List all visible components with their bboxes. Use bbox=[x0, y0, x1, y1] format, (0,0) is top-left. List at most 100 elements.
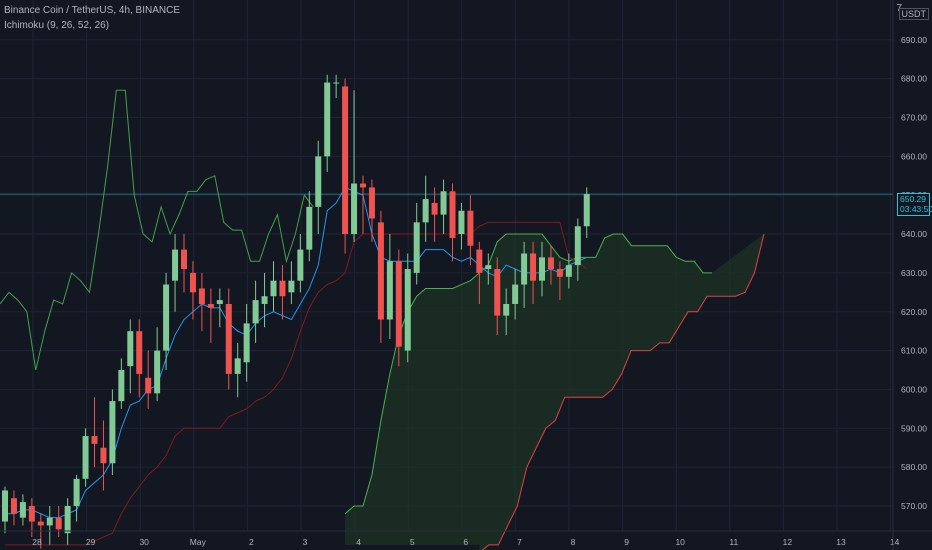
symbol-title[interactable]: Binance Coin / TetherUS, 4h, BINANCE bbox=[4, 5, 181, 16]
x-tick-label: 12 bbox=[783, 537, 793, 547]
candle bbox=[145, 350, 152, 409]
candle bbox=[360, 175, 366, 235]
candle bbox=[413, 202, 420, 285]
candle-body bbox=[521, 253, 528, 285]
candle-body bbox=[404, 269, 411, 351]
candle bbox=[91, 397, 98, 468]
candle bbox=[261, 272, 268, 328]
candle-body bbox=[189, 272, 196, 293]
candle-body bbox=[118, 370, 125, 402]
candle bbox=[386, 234, 393, 339]
candle-body bbox=[64, 506, 71, 534]
candle bbox=[64, 498, 71, 545]
x-tick-label: 2 bbox=[249, 537, 254, 547]
candles bbox=[2, 74, 590, 549]
x-tick-label: 28 bbox=[32, 537, 42, 547]
candle bbox=[306, 191, 313, 262]
candle bbox=[46, 506, 53, 545]
candle bbox=[512, 269, 519, 320]
candle bbox=[297, 234, 304, 293]
candle-body bbox=[288, 280, 295, 293]
candle bbox=[574, 218, 581, 281]
candle bbox=[225, 288, 232, 390]
candle-body bbox=[10, 498, 17, 514]
candle-body bbox=[342, 86, 349, 235]
candle-body bbox=[109, 401, 116, 464]
candle bbox=[100, 420, 107, 491]
candle-body bbox=[476, 249, 483, 273]
candle bbox=[351, 90, 358, 242]
candle bbox=[118, 358, 125, 409]
candle bbox=[476, 241, 483, 304]
candle-body bbox=[440, 191, 447, 215]
x-tick-label: 4 bbox=[356, 537, 361, 547]
conversion-line bbox=[5, 186, 587, 519]
candle bbox=[395, 249, 402, 367]
candle-body bbox=[243, 323, 250, 363]
candle-body bbox=[431, 202, 438, 215]
candle-body bbox=[360, 183, 366, 188]
x-tick-label: May bbox=[190, 537, 207, 547]
candle-body bbox=[270, 280, 277, 297]
y-tick-label: 570.00 bbox=[901, 501, 927, 511]
candle-body bbox=[574, 226, 581, 266]
candle-body bbox=[2, 490, 8, 522]
y-tick-label: 620.00 bbox=[901, 307, 927, 317]
candle-body bbox=[225, 303, 232, 374]
candle-body bbox=[422, 199, 429, 223]
candle bbox=[377, 210, 384, 343]
candle bbox=[368, 179, 375, 242]
candle-body bbox=[154, 350, 161, 394]
candle-body bbox=[127, 331, 134, 367]
x-tick-label: 10 bbox=[675, 537, 685, 547]
candle-body bbox=[279, 280, 286, 297]
candle bbox=[243, 303, 250, 382]
candle-body bbox=[82, 436, 89, 479]
x-tick-label: 14 bbox=[890, 537, 900, 547]
x-tick-label: 13 bbox=[836, 537, 846, 547]
x-tick-label: 11 bbox=[729, 537, 738, 547]
candle-body bbox=[46, 517, 53, 526]
candle-body bbox=[556, 269, 563, 277]
candle-body bbox=[530, 253, 537, 281]
indicator-legend[interactable]: Ichimoku (9, 26, 52, 26) bbox=[4, 20, 110, 31]
candle bbox=[422, 175, 429, 242]
candle-body bbox=[413, 222, 420, 273]
candle-body bbox=[261, 296, 268, 304]
candle bbox=[234, 342, 241, 398]
currency-badge[interactable]: USDT bbox=[898, 8, 929, 20]
candle-body bbox=[315, 156, 322, 207]
candle bbox=[333, 74, 340, 99]
candle bbox=[288, 261, 295, 304]
candle-body bbox=[136, 331, 143, 374]
candle-body bbox=[324, 82, 331, 157]
candle-body bbox=[494, 269, 501, 316]
candle bbox=[467, 195, 474, 266]
x-tick-label: 9 bbox=[624, 537, 629, 547]
candle bbox=[315, 140, 322, 235]
candle-body bbox=[172, 249, 179, 281]
candle-body bbox=[19, 502, 26, 518]
candle bbox=[270, 261, 277, 312]
candle bbox=[2, 486, 8, 534]
candle bbox=[404, 253, 411, 363]
x-tick-label: 5 bbox=[410, 537, 415, 547]
x-tick-label: 6 bbox=[463, 537, 468, 547]
y-tick-label: 580.00 bbox=[901, 462, 927, 472]
candle-body bbox=[485, 265, 492, 270]
candle-body bbox=[252, 300, 259, 324]
candle-body bbox=[37, 521, 44, 526]
candle-body bbox=[565, 265, 572, 277]
y-tick-label: 600.00 bbox=[901, 384, 927, 394]
bar-countdown: 03:43:50 bbox=[900, 204, 932, 214]
candle bbox=[127, 319, 134, 394]
y-tick-label: 630.00 bbox=[901, 268, 927, 278]
candle bbox=[503, 288, 510, 336]
candle bbox=[342, 78, 349, 254]
candle-body bbox=[377, 222, 384, 320]
candle bbox=[494, 257, 501, 336]
leading-span-b bbox=[481, 233, 765, 550]
candle bbox=[73, 474, 80, 522]
